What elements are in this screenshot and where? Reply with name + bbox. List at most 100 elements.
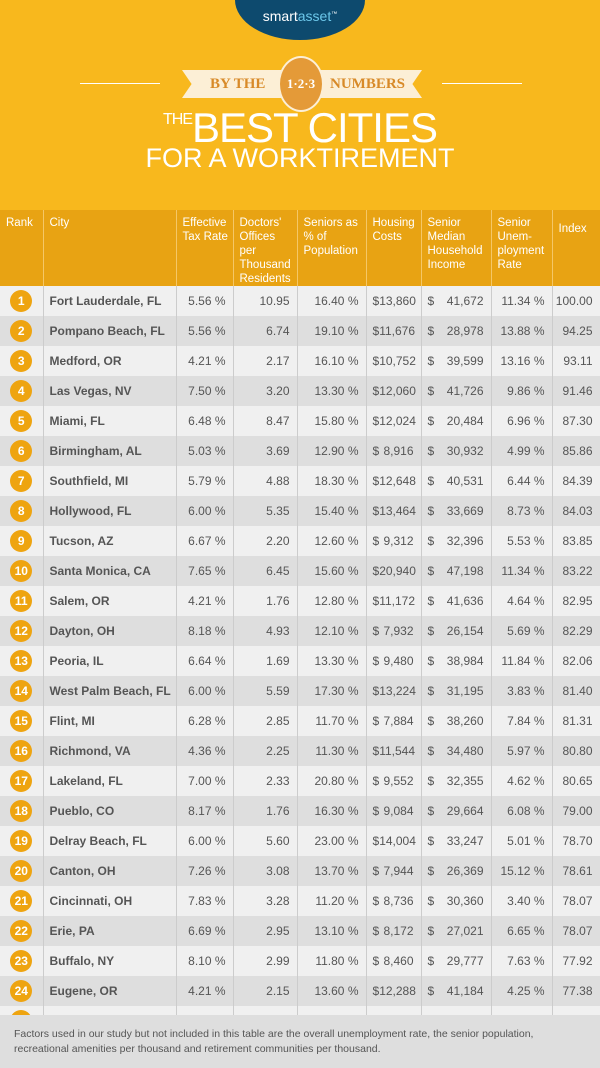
table-row: 21 Cincinnati, OH 7.83 % 3.28 11.20 % $8,736 $…: [0, 886, 600, 916]
column-header-doctors-offices: Doctors' Offices per Thousand Residents: [233, 210, 298, 286]
cell-senior-income: $32,355: [421, 766, 492, 796]
rank-badge: 18: [10, 800, 33, 822]
rank-badge: 12: [10, 620, 33, 642]
currency-symbol: $: [427, 714, 435, 728]
cell-senior-income: $29,664: [421, 796, 492, 826]
cell-index: 81.40: [552, 676, 600, 706]
rank-badge: 7: [10, 470, 33, 492]
cell-index: 77.38: [552, 976, 600, 1006]
currency-symbol: $: [372, 924, 380, 938]
cell-city: Canton, OH: [43, 856, 177, 886]
column-header-senior-unemployment: Senior Unem-ployment Rate: [491, 210, 553, 286]
currency-symbol: $: [372, 744, 380, 758]
cell-seniors-pct: 11.20 %: [297, 886, 367, 916]
cell-seniors-pct: 18.30 %: [297, 466, 367, 496]
rank-badge: 6: [10, 440, 33, 462]
cell-doctors-offices: 2.95: [233, 916, 298, 946]
rank-badge: 5: [10, 410, 33, 432]
cell-tax-rate: 6.67 %: [176, 526, 234, 556]
cell-city: Medford, OR: [43, 346, 177, 376]
amount: 11,676: [379, 324, 415, 338]
cell-tax-rate: 7.26 %: [176, 856, 234, 886]
rank-badge: 11: [10, 590, 33, 612]
cell-tax-rate: 5.79 %: [176, 466, 234, 496]
cell-city: Flint, MI: [43, 706, 177, 736]
cell-rank: 22: [0, 916, 44, 946]
cell-senior-unemployment: 3.83 %: [491, 676, 553, 706]
cell-rank: 17: [0, 766, 44, 796]
currency-symbol: $: [372, 354, 380, 368]
cell-doctors-offices: 3.69: [233, 436, 298, 466]
amount: 13,224: [379, 684, 416, 698]
currency-symbol: $: [372, 954, 380, 968]
table-row: 7 Southfield, MI 5.79 % 4.88 18.30 % $12,648 $…: [0, 466, 600, 496]
cell-index: 78.70: [552, 826, 600, 856]
currency-symbol: $: [427, 684, 435, 698]
cell-index: 80.80: [552, 736, 600, 766]
cell-city: Birmingham, AL: [43, 436, 177, 466]
cell-city: Cincinnati, OH: [43, 886, 177, 916]
cell-seniors-pct: 12.10 %: [297, 616, 367, 646]
cell-seniors-pct: 16.40 %: [297, 286, 367, 316]
cell-housing-costs: $7,884: [366, 706, 422, 736]
page-title: THEBEST CITIES: [0, 104, 600, 152]
amount: 7,884: [383, 714, 414, 728]
amount: 26,154: [446, 624, 484, 638]
cell-city: Hollywood, FL: [43, 496, 177, 526]
currency-symbol: $: [372, 294, 380, 308]
amount: 7,932: [383, 624, 414, 638]
amount: 13,860: [379, 294, 416, 308]
table-row: 3 Medford, OR 4.21 % 2.17 16.10 % $10,752 $39,…: [0, 346, 600, 376]
cell-seniors-pct: 15.40 %: [297, 496, 367, 526]
currency-symbol: $: [372, 864, 380, 878]
cell-city: Las Vegas, NV: [43, 376, 177, 406]
cell-tax-rate: 4.21 %: [176, 346, 234, 376]
amount: 34,480: [446, 744, 484, 758]
rank-badge: 13: [10, 650, 33, 672]
cell-rank: 4: [0, 376, 44, 406]
cell-senior-income: $47,198: [421, 556, 492, 586]
logo-text-a: smart: [262, 8, 298, 24]
rank-badge: 24: [10, 980, 33, 1002]
amount: 38,260: [446, 714, 484, 728]
cell-rank: 14: [0, 676, 44, 706]
cell-housing-costs: $7,944: [366, 856, 422, 886]
cell-housing-costs: $20,940: [366, 556, 422, 586]
cell-index: 80.65: [552, 766, 600, 796]
cell-senior-income: $30,932: [421, 436, 492, 466]
amount: 29,664: [446, 804, 484, 818]
currency-symbol: $: [372, 324, 380, 338]
table-row: 22 Erie, PA 6.69 % 2.95 13.10 % $8,172 $27,021…: [0, 916, 600, 946]
cell-senior-unemployment: 5.53 %: [491, 526, 553, 556]
amount: 11,544: [379, 744, 415, 758]
cell-seniors-pct: 15.60 %: [297, 556, 367, 586]
cell-index: 94.25: [552, 316, 600, 346]
cell-senior-income: $26,154: [421, 616, 492, 646]
amount: 40,531: [446, 474, 484, 488]
cell-senior-unemployment: 5.69 %: [491, 616, 553, 646]
cell-seniors-pct: 11.70 %: [297, 706, 367, 736]
smartasset-logo: smartasset™: [235, 0, 365, 40]
currency-symbol: $: [372, 534, 380, 548]
cell-doctors-offices: 2.85: [233, 706, 298, 736]
amount: 30,360: [446, 894, 484, 908]
cell-housing-costs: $10,752: [366, 346, 422, 376]
cell-city: Pueblo, CO: [43, 796, 177, 826]
amount: 41,184: [446, 984, 484, 998]
cell-doctors-offices: 10.95: [233, 286, 298, 316]
amount: 10,752: [379, 354, 416, 368]
amount: 11,172: [379, 594, 415, 608]
currency-symbol: $: [427, 924, 435, 938]
amount: 8,916: [383, 444, 414, 458]
rank-badge: 9: [10, 530, 33, 552]
currency-symbol: $: [372, 984, 380, 998]
cell-seniors-pct: 12.60 %: [297, 526, 367, 556]
cell-seniors-pct: 19.10 %: [297, 316, 367, 346]
amount: 14,004: [379, 834, 416, 848]
rank-badge: 2: [10, 320, 33, 342]
table-row: 18 Pueblo, CO 8.17 % 1.76 16.30 % $9,084 $29,6…: [0, 796, 600, 826]
cell-senior-unemployment: 8.73 %: [491, 496, 553, 526]
footnote: Factors used in our study but not includ…: [0, 1015, 600, 1068]
logo-text-b: asset: [297, 8, 332, 24]
cell-city: Eugene, OR: [43, 976, 177, 1006]
